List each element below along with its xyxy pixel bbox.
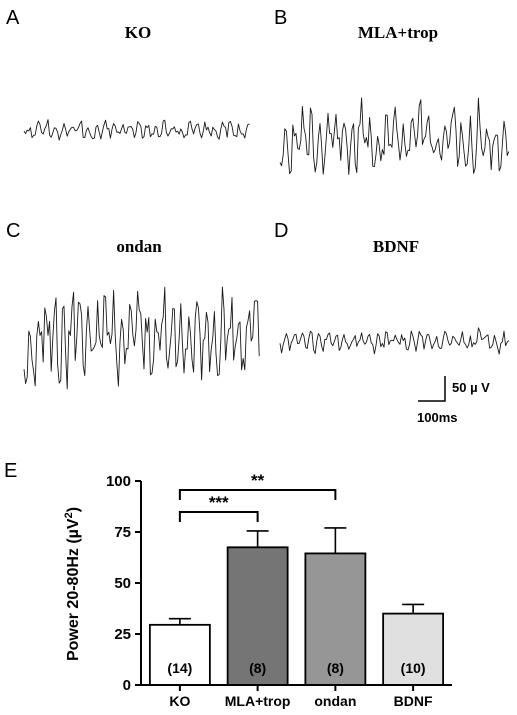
panel-title-b: MLA+trop [358, 23, 438, 42]
significance-label: *** [209, 493, 229, 512]
bars: (14) (8) (8) (10) [148, 527, 445, 686]
significance-label: ** [251, 471, 265, 490]
y-tick-label: 100 [106, 473, 131, 490]
y-tick-label: 50 [114, 575, 131, 592]
panel-title-c: ondan [116, 237, 162, 256]
panel-b: B MLA+trop [274, 7, 510, 175]
bar-bdnf [382, 612, 445, 686]
bar-mla-trop [226, 546, 289, 686]
x-tick-label: BDNF [394, 693, 433, 709]
significance-bracket [178, 489, 337, 500]
panel-letter-b: B [274, 7, 287, 29]
x-tick-label: KO [169, 693, 190, 709]
panel-c: C ondan [6, 220, 260, 390]
x-axis-labels: KO MLA+trop ondan BDNF [169, 685, 433, 709]
significance-brackets: ***** [178, 471, 337, 522]
panel-title-a: KO [125, 23, 151, 42]
y-axis-label-end: ) [65, 507, 82, 512]
panel-letter-c: C [6, 220, 20, 242]
panel-letter-d: D [274, 220, 288, 242]
scale-bar-time: 100ms [417, 410, 457, 425]
y-axis-label: Power 20-80Hz (µV2) [63, 507, 82, 661]
panel-title-d: BDNF [373, 237, 419, 256]
sample-size-label: (8) [249, 660, 266, 676]
eeg-trace-ko [23, 119, 250, 141]
sample-size-label: (14) [167, 660, 192, 676]
scale-bar-lines [418, 376, 446, 402]
y-tick-label: 0 [123, 677, 131, 694]
y-tick-label: 75 [114, 524, 131, 541]
eeg-trace-mla-trop [279, 97, 510, 175]
bar-ondan [304, 552, 367, 686]
x-tick-label: MLA+trop [225, 693, 291, 709]
panel-d: D BDNF [274, 220, 510, 355]
y-axis-label-main: Power 20-80Hz (µV [65, 518, 82, 661]
eeg-trace-bdnf [279, 327, 510, 355]
x-tick-label: ondan [314, 693, 356, 709]
panel-a: A KO [6, 7, 250, 141]
scale-bar: 50 µ V 100ms [417, 376, 490, 425]
significance-bracket [178, 511, 259, 522]
scale-bar-voltage: 50 µ V [452, 380, 490, 395]
panel-letter-a: A [6, 7, 20, 29]
y-tick-label: 25 [114, 626, 131, 643]
sample-size-label: (10) [401, 660, 426, 676]
y-axis-label-superscript: 2 [63, 512, 75, 518]
bar-chart: Power 20-80Hz (µV2) 0 25 50 75 100 (14) (8) (8… [63, 471, 452, 709]
eeg-trace-ondan [23, 286, 260, 390]
y-axis: 0 25 50 75 100 [106, 473, 142, 694]
panel-letter-e: E [4, 460, 17, 482]
sample-size-label: (8) [327, 660, 344, 676]
